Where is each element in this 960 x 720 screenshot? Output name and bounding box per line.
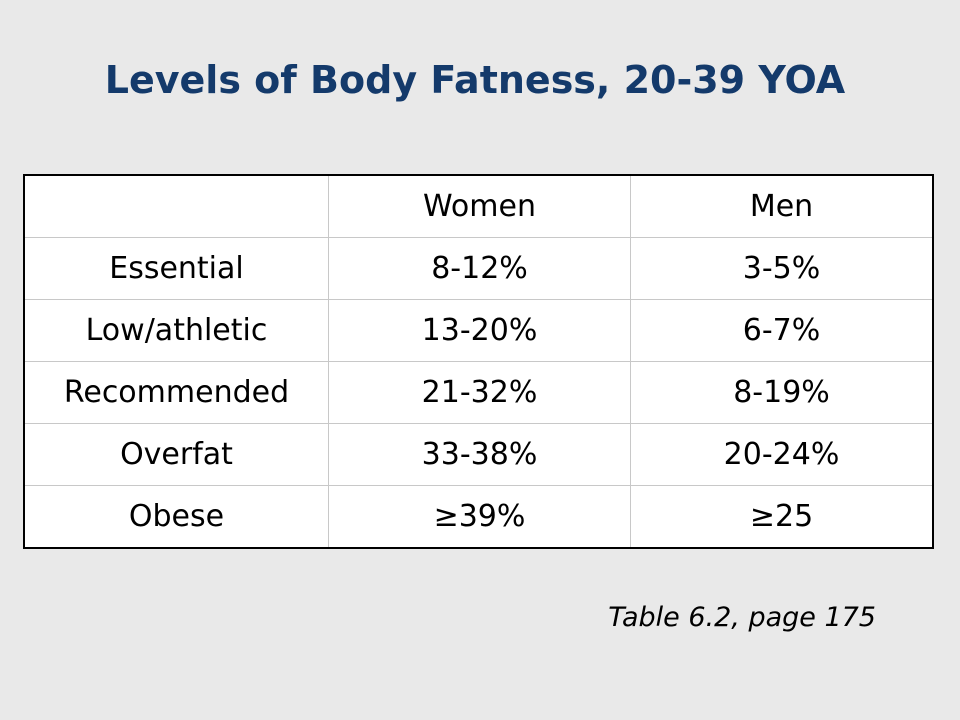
slide-title: Levels of Body Fatness, 20-39 YOA [104, 58, 846, 102]
row-label: Essential [24, 237, 329, 300]
men-value: 8-19% [630, 361, 933, 424]
men-value: 3-5% [630, 237, 933, 300]
women-value: 13-20% [328, 299, 631, 362]
table-row: Obese ≥39% ≥25 [24, 485, 933, 548]
body-fat-table: Women Men Essential 8-12% 3-5% Low/athle… [23, 174, 934, 549]
table-row: Low/athletic 13-20% 6-7% [24, 299, 933, 362]
women-value: ≥39% [328, 485, 631, 548]
table-header-row: Women Men [24, 175, 933, 238]
row-label: Overfat [24, 423, 329, 486]
row-label: Recommended [24, 361, 329, 424]
row-label: Low/athletic [24, 299, 329, 362]
table-caption: Table 6.2, page 175 [608, 602, 876, 633]
row-label: Obese [24, 485, 329, 548]
header-cell-men: Men [630, 175, 933, 238]
table-row: Essential 8-12% 3-5% [24, 237, 933, 300]
men-value: 6-7% [630, 299, 933, 362]
women-value: 33-38% [328, 423, 631, 486]
table-row: Recommended 21-32% 8-19% [24, 361, 933, 424]
men-value: ≥25 [630, 485, 933, 548]
header-cell-women: Women [328, 175, 631, 238]
women-value: 8-12% [328, 237, 631, 300]
table-row: Overfat 33-38% 20-24% [24, 423, 933, 486]
men-value: 20-24% [630, 423, 933, 486]
header-cell-empty [24, 175, 329, 238]
women-value: 21-32% [328, 361, 631, 424]
